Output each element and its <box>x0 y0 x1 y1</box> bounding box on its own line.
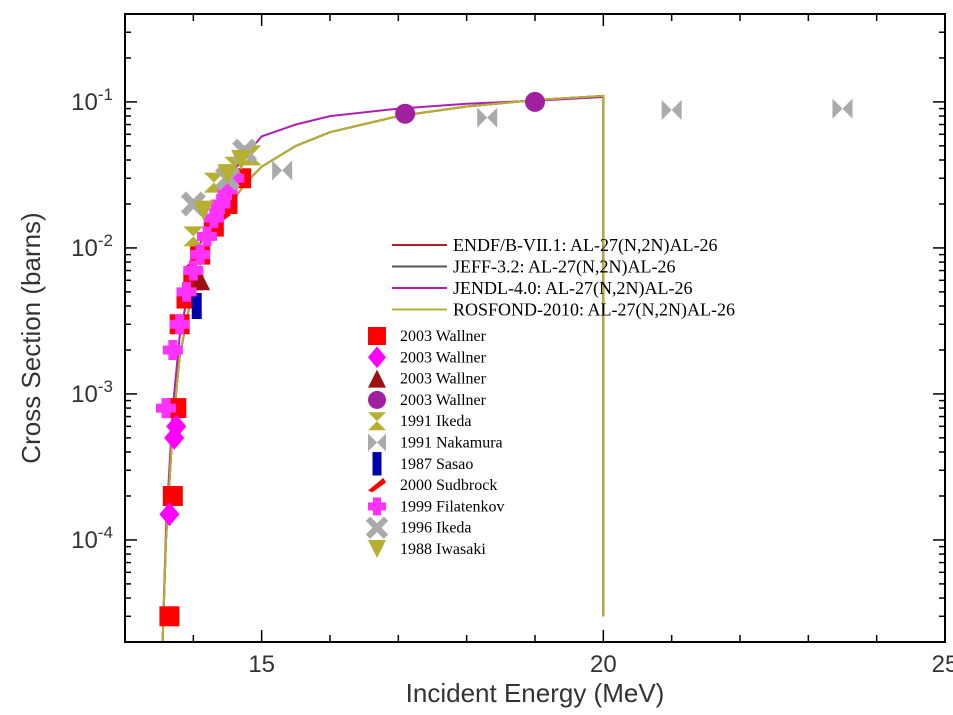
data-point-1-2 <box>166 414 187 439</box>
y-tick-label: 10-1 <box>71 85 113 116</box>
data-point-5-2 <box>661 100 682 121</box>
legend-label: 2003 Wallner <box>400 392 487 409</box>
legend-label: 1987 Sasao <box>400 456 473 473</box>
legend-label: 1988 Iwasaki <box>400 541 486 558</box>
plot-area <box>125 14 945 642</box>
data-point-8-2 <box>169 314 190 335</box>
legend-marker <box>368 390 386 409</box>
data-point-8-7 <box>203 208 224 229</box>
legend-label: 1991 Ikeda <box>400 413 472 430</box>
legend-entry-experiment-9: 1996 Ikeda <box>365 516 472 539</box>
data-point-0-1 <box>162 485 183 506</box>
data-point-8-6 <box>197 226 217 247</box>
data-point-1-0 <box>159 502 180 527</box>
legend-label: ENDF/B-VII.1: AL-27(N,2N)AL-26 <box>453 235 717 256</box>
legend-label: ROSFOND-2010: AL-27(N,2N)AL-26 <box>453 300 735 321</box>
data-point-5-3 <box>832 98 853 119</box>
data-point-3-0 <box>395 103 416 124</box>
evaluation-curve-3 <box>161 94 605 643</box>
legend-entry-experiment-1: 2003 Wallner <box>368 346 487 369</box>
legend-marker <box>368 433 386 452</box>
legend-entry-experiment-10: 1988 Iwasaki <box>368 540 486 558</box>
legend-marker <box>368 540 386 558</box>
x-axis-label: Incident Energy (MeV) <box>406 678 665 708</box>
data-point-2-0 <box>190 270 211 291</box>
x-tick-label: 25 <box>932 651 953 678</box>
legend-marker <box>368 497 386 516</box>
legend-entry-experiment-0: 2003 Wallner <box>368 327 487 345</box>
data-point-5-0 <box>272 160 293 181</box>
legend-entry-experiment-8: 1999 Filatenkov <box>368 497 504 516</box>
plot-background <box>125 14 945 642</box>
legend-entry-experiment-2: 2003 Wallner <box>368 369 487 388</box>
data-point-8-8 <box>210 193 231 214</box>
legend-entry-evaluation-0: ENDF/B-VII.1: AL-27(N,2N)AL-26 <box>392 235 717 256</box>
legend-label: 1999 Filatenkov <box>400 498 504 515</box>
legend-marker <box>365 516 389 539</box>
legend-entry-evaluation-2: JENDL-4.0: AL-27(N,2N)AL-26 <box>392 278 692 299</box>
axis-ticks: 15 20 25 10-4 10-3 10-2 10-1 <box>71 13 953 678</box>
data-point-10-2 <box>231 150 252 171</box>
legend-entry-evaluation-3: ROSFOND-2010: AL-27(N,2N)AL-26 <box>392 300 735 321</box>
y-tick-label: 10-2 <box>71 231 113 262</box>
x-tick-label: 15 <box>248 651 275 678</box>
data-point-4-0 <box>183 226 204 247</box>
legend-entry-experiment-4: 1991 Ikeda <box>368 412 472 431</box>
data-point-6-0 <box>191 293 202 320</box>
legend: ENDF/B-VII.1: AL-27(N,2N)AL-26JEFF-3.2: … <box>365 235 735 558</box>
legend-marker <box>368 369 386 388</box>
legend-entry-experiment-7: 2000 Sudbrock <box>368 477 497 494</box>
data-point-10-1 <box>217 164 238 185</box>
data-point-5-1 <box>477 107 498 128</box>
data-point-8-9 <box>217 179 238 200</box>
legend-entry-evaluation-1: JEFF-3.2: AL-27(N,2N)AL-26 <box>392 257 676 278</box>
data-point-0-2 <box>166 398 187 419</box>
data-point-8-4 <box>183 260 204 281</box>
legend-marker <box>368 477 386 493</box>
legend-label: 1996 Ikeda <box>400 520 472 537</box>
data-point-8-0 <box>156 398 176 419</box>
legend-marker <box>372 452 382 476</box>
data-point-0-0 <box>159 606 180 627</box>
legend-label: 2003 Wallner <box>400 349 487 366</box>
data-point-8-1 <box>162 339 183 360</box>
x-tick-label: 20 <box>590 651 617 678</box>
legend-entry-experiment-5: 1991 Nakamura <box>368 433 503 452</box>
legend-marker <box>368 412 386 431</box>
legend-entry-experiment-6: 1987 Sasao <box>372 452 473 476</box>
legend-label: JEFF-3.2: AL-27(N,2N)AL-26 <box>453 257 676 278</box>
legend-entry-experiment-3: 2003 Wallner <box>368 390 487 409</box>
data-point-10-0 <box>193 200 214 221</box>
y-axis-label: Cross Section (barns) <box>16 212 46 463</box>
data-point-8-10 <box>224 168 245 189</box>
y-tick-label: 10-4 <box>71 523 113 554</box>
legend-label: 2003 Wallner <box>400 371 487 388</box>
experimental-points <box>156 91 853 627</box>
legend-marker <box>368 327 386 345</box>
data-point-8-3 <box>176 281 197 302</box>
legend-label: 2000 Sudbrock <box>400 477 497 494</box>
y-tick-label: 10-3 <box>71 377 113 408</box>
data-point-3-1 <box>525 91 545 112</box>
legend-label: 1991 Nakamura <box>400 435 503 452</box>
legend-marker <box>368 346 386 369</box>
data-point-8-5 <box>190 244 211 265</box>
legend-label: JENDL-4.0: AL-27(N,2N)AL-26 <box>453 278 692 299</box>
legend-label: 2003 Wallner <box>400 328 487 345</box>
